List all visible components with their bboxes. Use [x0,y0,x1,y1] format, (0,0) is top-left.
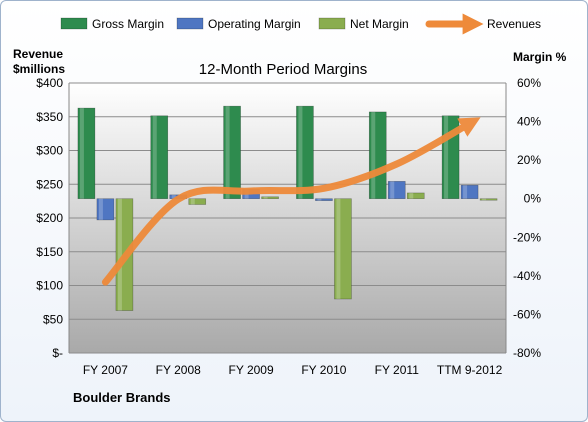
net-margin-legend-swatch [318,17,346,30]
left-tick-label: $250 [36,177,63,191]
bar-highlight [190,198,195,205]
category-label: FY 2009 [229,363,274,377]
left-tick-label: $300 [36,144,63,158]
net-margin-bar [479,198,498,201]
bar-highlight [263,196,268,199]
bar-highlight [336,198,341,299]
bar-highlight [152,115,157,199]
operating-margin-legend-label: Operating Margin [208,17,301,31]
right-tick-label: -60% [513,307,541,321]
left-axis-label-line2: $millions [13,62,65,76]
gross-margin-bar [296,105,314,200]
net-margin-bar [188,198,207,205]
bar-highlight [171,194,176,199]
net-margin-bar [261,196,279,200]
company-label: Boulder Brands [73,390,171,405]
net-margin-legend-label: Net Margin [350,17,409,31]
left-tick-label: $200 [36,211,63,225]
right-tick-label: -40% [513,269,541,283]
operating-margin-bar [96,198,115,221]
bar-highlight [298,106,303,199]
category-label: FY 2011 [375,363,420,377]
right-tick-label: 0% [524,192,542,206]
left-axis-ticks: $- $50 $100 $150 $200 $250 $300 $350 $400 [36,76,63,360]
operating-margin-bar [315,198,333,201]
gridlines [69,82,506,354]
category-label: FY 2008 [156,363,201,377]
bar-highlight [371,111,376,199]
gross-margin-legend-label: Gross Margin [92,17,164,31]
right-tick-label: 40% [517,115,541,129]
category-labels: FY 2007 FY 2008 FY 2009 FY 2010 FY 2011 TTM 9… [83,363,503,377]
operating-margin-bar [387,181,406,200]
legend: Gross Margin Operating Margin Net Margin Re… [60,13,541,35]
bar-highlight [317,198,322,201]
revenues-legend-label: Revenues [487,17,541,31]
bar-highlight [463,185,468,199]
gross-margin-bar [77,107,96,200]
left-tick-label: $50 [43,312,63,326]
right-tick-label: -80% [513,346,541,360]
revenue-layer [101,117,481,286]
bar-highlight [98,198,103,220]
bar-highlight [79,108,84,199]
gross-margin-bar [150,115,169,200]
net-margin-bar [406,192,425,200]
left-axis-label-line1: Revenue [13,47,63,61]
bar-highlight [482,198,487,201]
left-tick-label: $400 [36,76,63,90]
chart-title: 12-Month Period Margins [199,61,367,78]
category-label: FY 2010 [301,363,346,377]
right-tick-label: 20% [517,153,541,167]
bar-highlight [390,181,395,199]
right-tick-label: 60% [517,76,541,90]
category-label: FY 2007 [83,363,128,377]
operating-margin-bar [460,184,479,200]
right-tick-label: -20% [513,230,541,244]
right-axis-ticks: 60% 40% 20% 0% -20% -40% -60% -80% [513,76,541,360]
revenues-line [101,117,481,286]
right-axis-label: Margin % [513,50,567,64]
operating-margin-legend-swatch [176,17,204,30]
bar-highlight [117,198,122,311]
left-tick-label: $350 [36,110,63,124]
net-margin-bar [334,198,352,300]
bar-highlight [409,192,414,199]
gross-margin-bar [223,105,241,200]
left-tick-label: $150 [36,245,63,259]
category-label: TTM 9-2012 [437,363,503,377]
left-tick-label: $100 [36,279,63,293]
left-tick-label: $- [52,346,63,360]
bar-highlight [444,115,449,199]
gross-margin-legend-swatch [60,17,88,30]
bar-highlight [225,106,230,199]
